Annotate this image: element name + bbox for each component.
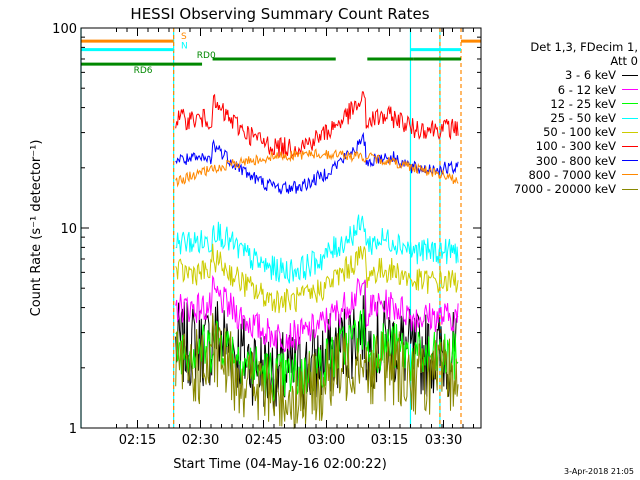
y-tick-label: 100 [52,22,77,37]
state-bar-label: N [181,42,188,52]
legend-swatch [622,146,638,148]
series-line-7 [175,131,459,195]
plot-area: SN RD0 RD6 [80,28,481,430]
y-tick-label: 10 [60,222,77,237]
legend-entry: 6 - 12 keV [492,83,638,97]
legend-entry-label: 100 - 300 keV [535,139,616,154]
legend-entry: 12 - 25 keV [492,97,638,111]
x-axis-label: Start Time (04-May-16 02:00:22) [173,457,387,472]
legend-swatch [622,117,638,119]
legend-swatch [622,103,638,105]
legend-entry-label: 300 - 800 keV [535,153,616,168]
legend-entry-label: 50 - 100 keV [543,125,616,140]
x-tick-label: 02:30 [182,433,219,448]
legend-swatch [622,160,638,162]
legend-entry: 3 - 6 keV [492,68,638,82]
series-line-9 [175,313,459,430]
legend-entry: 300 - 800 keV [492,154,638,168]
legend-entry: 50 - 100 keV [492,125,638,139]
legend-entry-label: 12 - 25 keV [550,96,616,111]
axis-ticks: 02:15 02:30 02:45 03:00 03:15 03:30 1 10 100 [52,22,481,448]
state-bar-label: RD6 [134,66,153,76]
y-axis-label: Count Rate (s⁻¹ detector⁻¹) [29,140,44,317]
legend-swatch [622,188,638,190]
legend-rows: 3 - 6 keV 6 - 12 keV 12 - 25 keV 25 - 50 ke… [492,68,638,196]
legend-header-line-2: Att 0 [610,54,638,69]
legend-entry: 800 - 7000 keV [492,168,638,182]
x-tick-label: 02:45 [245,433,282,448]
x-tick-label: 03:00 [308,433,345,448]
y-tick-label: 1 [69,422,77,437]
chart-title: HESSI Observing Summary Count Rates [130,5,429,23]
legend-entry-label: 7000 - 20000 keV [513,182,616,197]
x-tick-label: 02:15 [119,433,156,448]
legend-swatch [622,174,638,176]
series-line-6 [175,91,459,159]
legend-entry-label: 25 - 50 keV [550,111,616,126]
legend-entry-label: 6 - 12 keV [557,82,616,97]
series-line-5 [175,243,459,314]
legend-swatch [622,89,638,91]
legend-entry: 25 - 50 keV [492,111,638,125]
legend-header-line-1: Det 1,3, FDecim 1, [530,40,638,54]
legend: Det 1,3, FDecim 1, Att 0 3 - 6 keV 6 - 12… [492,40,638,196]
generation-timestamp: 3-Apr-2018 21:05 [564,467,634,476]
legend-entry-label: 800 - 7000 keV [528,167,616,182]
state-bar-label: S [181,32,187,42]
legend-entry-label: 3 - 6 keV [565,68,616,83]
legend-entry: 7000 - 20000 keV [492,182,638,196]
series-line-2 [175,274,459,353]
state-bar-label: RD0 [197,51,216,61]
legend-entry: 100 - 300 keV [492,139,638,153]
x-tick-label: 03:15 [371,433,408,448]
series-line-3 [175,309,459,402]
legend-swatch [622,75,638,76]
series-line-8 [175,148,459,188]
legend-swatch [622,131,638,133]
series-line-4 [175,214,459,284]
x-tick-label: 03:30 [425,433,462,448]
